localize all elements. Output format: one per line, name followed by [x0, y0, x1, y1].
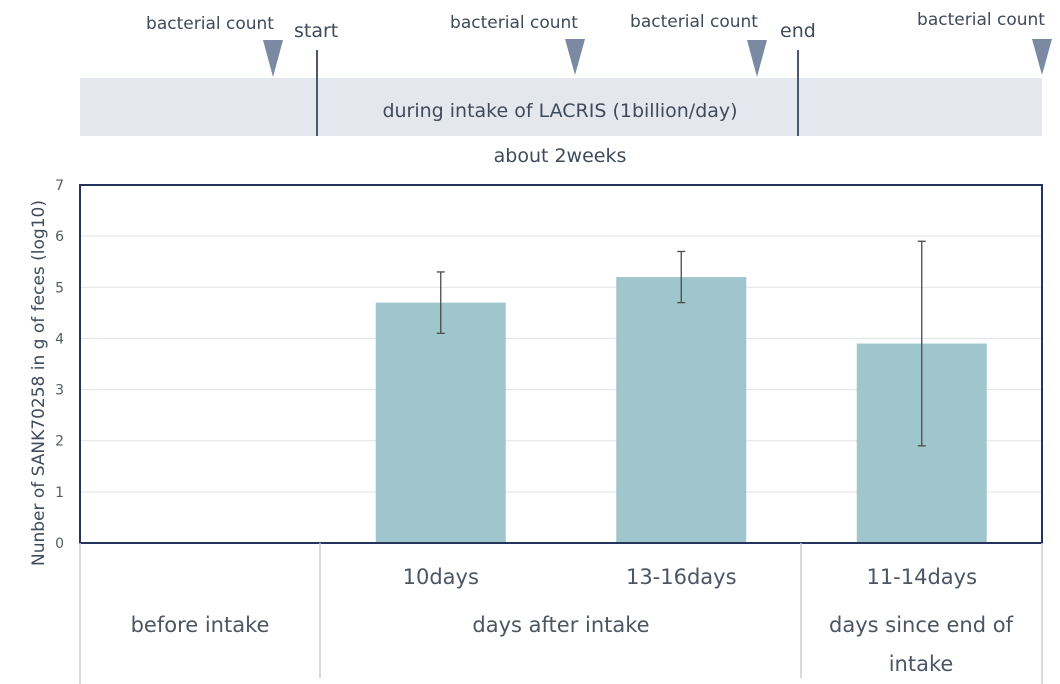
group-label-before-intake: before intake	[131, 613, 270, 637]
bacterial-count-marker-4	[1032, 39, 1052, 75]
bacterial-count-marker-3	[747, 40, 767, 77]
duration-label: about 2weeks	[494, 145, 627, 167]
bars	[375, 277, 987, 543]
category-label: 11-14days	[866, 565, 977, 589]
category-label: 10days	[403, 565, 479, 589]
y-tick-labels: 0 1 2 3 4 5 6 7	[55, 178, 64, 552]
intake-period-label: during intake of LACRIS (1billion/day)	[382, 100, 737, 122]
bacterial-count-marker-2	[565, 39, 585, 75]
bar	[375, 302, 506, 543]
plot-frame	[79, 184, 1043, 544]
start-label: start	[294, 20, 338, 42]
bacterial-count-label-1: bacterial count	[146, 14, 274, 34]
y-tick-label: 7	[55, 178, 64, 194]
y-tick-label: 4	[55, 331, 64, 347]
category-labels: 10days 13-16days 11-14days	[403, 565, 977, 589]
bacterial-count-label-3: bacterial count	[630, 12, 758, 32]
gridlines	[80, 235, 1042, 493]
y-tick-label: 1	[55, 485, 64, 501]
y-tick-label: 0	[55, 536, 64, 552]
error-bars	[436, 240, 926, 447]
bacterial-count-label-2: bacterial count	[450, 13, 578, 33]
y-tick-label: 5	[55, 280, 64, 296]
y-axis-label: Nunber of SANK70258 in g of feces (log10…	[29, 200, 49, 566]
category-label: 13-16days	[626, 565, 737, 589]
y-tick-label: 6	[55, 229, 64, 245]
end-label: end	[780, 20, 816, 42]
y-tick-label: 3	[55, 383, 64, 399]
y-tick-label: 2	[55, 434, 64, 450]
bacterial-count-marker-1	[263, 40, 283, 77]
group-label-days-since-end: days since end of intake	[829, 613, 1014, 676]
group-label-days-after-intake: days after intake	[472, 613, 649, 637]
intake-period-band	[80, 78, 1042, 136]
bacterial-count-label-4: bacterial count	[917, 10, 1045, 30]
bar	[616, 277, 747, 543]
